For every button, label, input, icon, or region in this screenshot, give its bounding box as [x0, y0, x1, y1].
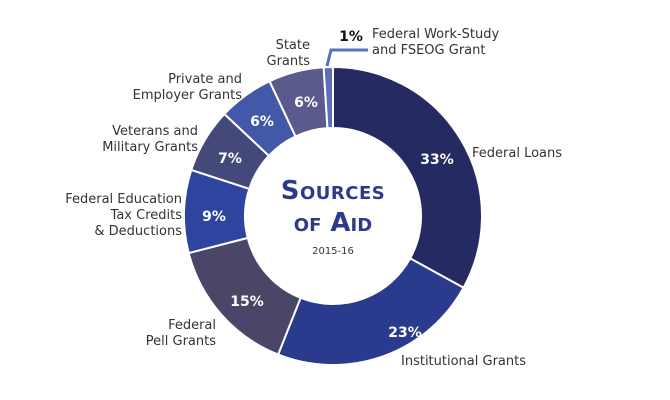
chart-year: 2015-16 [312, 246, 354, 257]
label-workstudy: Federal Work-Study and FSEOG Grant [372, 27, 500, 58]
pct-workstudy: 1% [339, 29, 363, 45]
chart-title-line1: Sources [280, 176, 386, 206]
label-private: Private and Employer Grants [132, 72, 242, 103]
donut-segment [322, 65, 334, 130]
pct-federal-loans: 33% [420, 152, 454, 168]
pct-institutional: 23% [388, 325, 422, 341]
label-institutional: Institutional Grants [401, 354, 526, 369]
donut-segment [276, 257, 465, 366]
pct-state: 6% [294, 95, 318, 111]
label-tax: Federal Education Tax Credits & Deductio… [65, 192, 182, 239]
pct-private: 6% [250, 114, 274, 130]
label-federal-loans: Federal Loans [472, 146, 563, 161]
pct-veterans: 7% [218, 151, 242, 167]
label-state: State Grants [266, 38, 311, 69]
label-veterans: Veterans and Military Grants [102, 124, 198, 155]
pct-tax: 9% [202, 209, 226, 225]
leader-line [325, 48, 368, 67]
pct-pell: 15% [230, 294, 264, 310]
chart-title-line2: of Aid [293, 208, 373, 238]
donut-segment [332, 65, 483, 290]
label-pell: Federal Pell Grants [145, 318, 216, 349]
